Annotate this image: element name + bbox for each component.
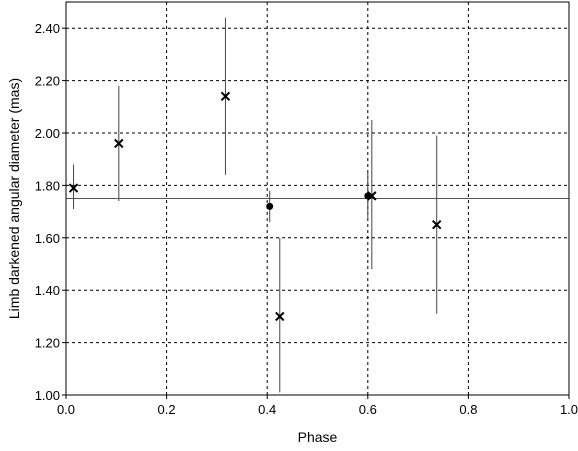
y-axis-title: Limb darkened angular diameter (mas) [6, 78, 22, 319]
x-tick-label: 1.0 [560, 402, 578, 417]
x-axis-title: Phase [298, 429, 338, 445]
x-tick-label: 0.8 [459, 402, 477, 417]
dot-marker [364, 192, 372, 200]
y-tick-label: 1.80 [35, 178, 60, 193]
cross-stroke [114, 138, 124, 149]
x-tick-label: 0.0 [57, 402, 75, 417]
cross-marker [432, 219, 442, 230]
x-tick-label: 0.4 [258, 402, 276, 417]
error-bars [73, 17, 438, 393]
dot-marker [266, 202, 274, 210]
cross-stroke [220, 91, 231, 102]
x-tick-label: 0.2 [158, 402, 176, 417]
y-tick-label: 1.20 [35, 336, 60, 351]
cross-stroke [432, 219, 442, 230]
tick-labels: 0.0 0.2 0.4 0.6 0.8 1.0 1.00 1.20 1.40 1.60 1.80 2.… [35, 21, 578, 417]
cross-stroke [68, 183, 79, 193]
cross-marker [220, 91, 231, 102]
cross-stroke [275, 311, 285, 322]
cross-marker [68, 183, 79, 193]
y-tick-label: 1.00 [35, 388, 60, 403]
cross-marker [275, 311, 285, 322]
y-tick-label: 2.00 [35, 126, 60, 141]
x-tick-label: 0.6 [359, 402, 377, 417]
y-tick-label: 2.20 [35, 74, 60, 89]
y-tick-label: 1.40 [35, 283, 60, 298]
y-tick-label: 2.40 [35, 21, 60, 36]
plot-frame [65, 1, 570, 396]
y-tick-label: 1.60 [35, 231, 60, 246]
cross-marker [114, 138, 124, 149]
data-markers [68, 91, 442, 322]
